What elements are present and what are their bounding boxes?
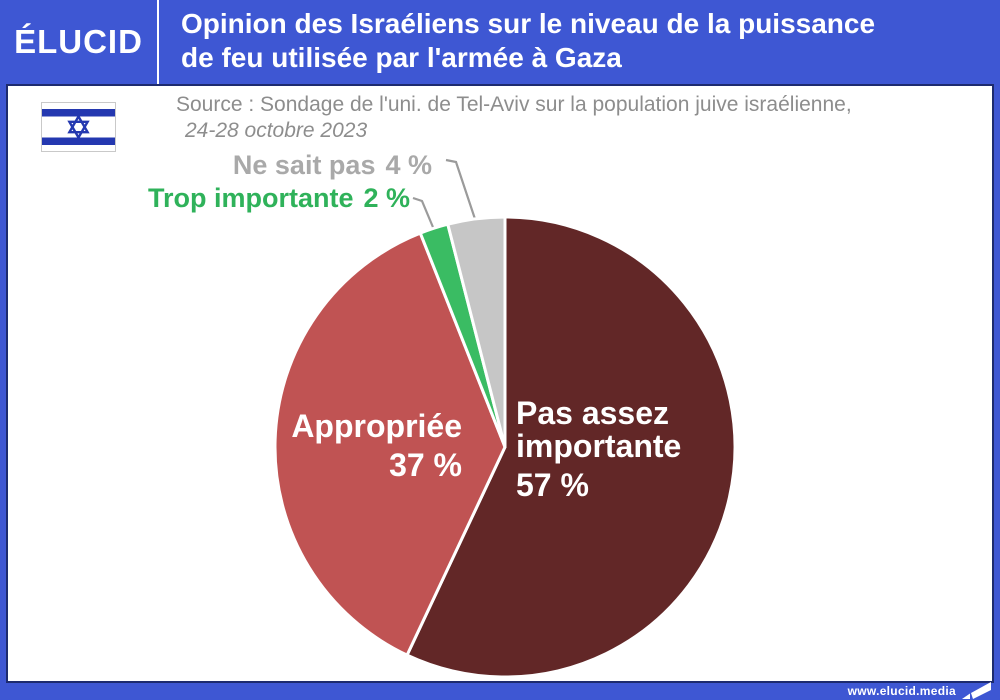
- source-line-1: Source : Sondage de l'uni. de Tel-Aviv s…: [176, 93, 852, 116]
- footer-bar: www.elucid.media: [0, 681, 1000, 700]
- israel-flag-icon: [41, 102, 116, 157]
- header: ÉLUCID Opinion des Israéliens sur le niv…: [0, 0, 1000, 84]
- elucid-flag-icon: [962, 681, 992, 700]
- callout-trop-importante-pct: 2 %: [363, 183, 410, 213]
- title-line-1: Opinion des Israéliens sur le niveau de …: [181, 8, 876, 39]
- elucid-logo: ÉLUCID: [14, 23, 143, 60]
- source-note: Source : Sondage de l'uni. de Tel-Aviv s…: [176, 92, 852, 144]
- callout-ne-sait-pas-pct: 4 %: [385, 150, 432, 180]
- callout-ne-sait-pas-label: Ne sait pas: [232, 150, 376, 180]
- slice-label-appropriee-text: Appropriée: [291, 408, 462, 444]
- callout-ne-sait-pas: Ne sait pas 4 %: [150, 150, 432, 181]
- title-line-2: de feu utilisée par l'armée à Gaza: [181, 42, 622, 73]
- header-divider: [157, 0, 159, 84]
- page-title: Opinion des Israéliens sur le niveau de …: [181, 7, 875, 75]
- slice-label-appropriee-pct: 37 %: [389, 447, 462, 483]
- source-line-2: 24-28 octobre 2023: [185, 119, 368, 142]
- slice-label-pas-assez-pct: 57 %: [516, 467, 589, 503]
- callout-trop-importante: Trop importante 2 %: [110, 183, 410, 214]
- callout-trop-importante-label: Trop importante: [147, 183, 354, 213]
- slice-label-appropriee: Appropriée 37 %: [260, 410, 462, 482]
- footer-url: www.elucid.media: [847, 684, 956, 698]
- slice-label-pas-assez: Pas assez importante 57 %: [516, 397, 681, 502]
- slice-label-pas-assez-line1: Pas assez: [516, 395, 670, 431]
- slice-label-pas-assez-line2: importante: [516, 428, 682, 464]
